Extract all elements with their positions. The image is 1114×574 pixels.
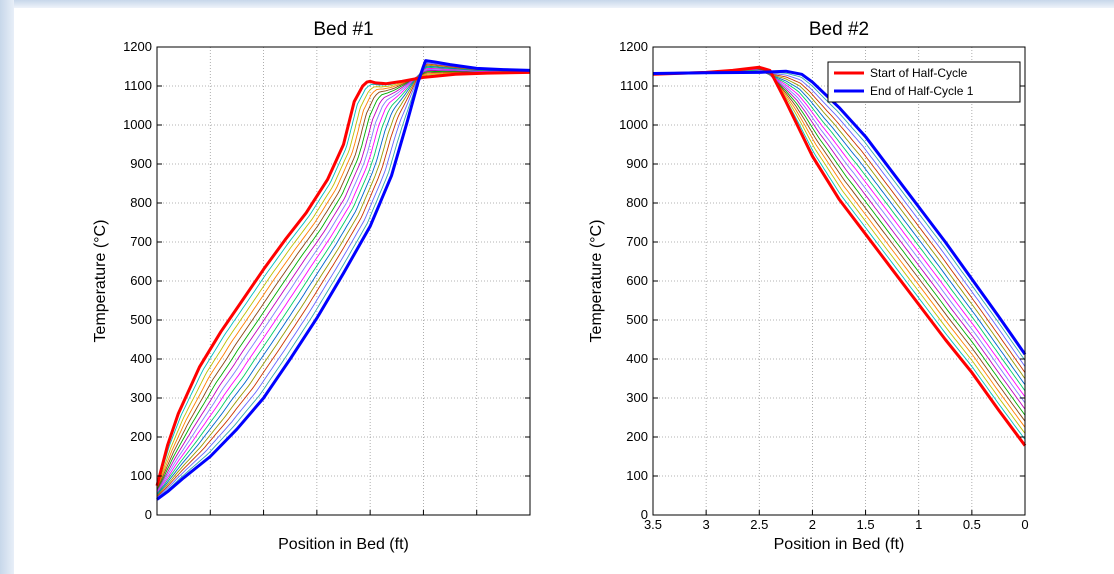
y-tick-label: 0 [145, 507, 152, 522]
series-line-intermediate [156, 70, 530, 491]
y-tick-label: 200 [626, 429, 648, 444]
y-tick-label: 200 [130, 429, 152, 444]
x-axis-label: Position in Bed (ft) [278, 536, 409, 553]
chart-title: Bed #1 [313, 19, 373, 40]
x-tick-label: 0 [1021, 517, 1028, 532]
y-tick-label: 1000 [619, 117, 648, 132]
y-tick-label: 1100 [620, 78, 648, 93]
x-tick-label: 0.5 [963, 517, 981, 532]
series-line-intermediate [156, 71, 530, 489]
y-tick-label: 500 [626, 312, 648, 327]
y-tick-label: 1100 [124, 78, 152, 93]
series-line-intermediate [156, 64, 530, 497]
y-tick-label: 400 [626, 351, 648, 366]
series-line-end [156, 59, 531, 501]
y-tick-label: 400 [130, 351, 152, 366]
x-tick-label: 1 [915, 517, 922, 532]
background-top-band [0, 0, 1114, 8]
legend-label: End of Half-Cycle 1 [870, 84, 974, 98]
series-line-end [652, 69, 1027, 356]
y-tick-label: 100 [626, 468, 648, 483]
y-tick-label: 800 [626, 195, 648, 210]
y-tick-label: 900 [130, 156, 152, 171]
series-line-intermediate [156, 70, 530, 492]
chart-title: Bed #2 [809, 19, 869, 40]
y-tick-label: 500 [130, 312, 152, 327]
x-tick-label: 2.5 [750, 517, 768, 532]
x-axis-label: Position in Bed (ft) [774, 536, 905, 553]
y-tick-label: 900 [626, 156, 648, 171]
y-tick-label: 1000 [123, 117, 152, 132]
y-tick-label: 1200 [619, 39, 648, 54]
series-line-start [652, 65, 1027, 447]
y-tick-label: 600 [626, 273, 648, 288]
x-tick-label: 1.5 [857, 517, 875, 532]
series-line-start [155, 70, 531, 487]
series-line-intermediate [156, 66, 531, 495]
y-tick-label: 600 [130, 273, 152, 288]
y-tick-label: 700 [130, 234, 152, 249]
chart-bed-1: 0 100 200 300 400 500 600 700 800 900 1000 1100 1200… [92, 19, 531, 553]
series-line-intermediate [156, 67, 530, 494]
y-tick-label: 0 [641, 507, 648, 522]
series-line-intermediate [156, 65, 530, 496]
series-line-intermediate [156, 62, 531, 498]
legend-label: Start of Half-Cycle [870, 66, 968, 80]
y-tick-label: 800 [130, 195, 152, 210]
series-line-intermediate [156, 69, 530, 493]
series-line-intermediate [156, 71, 531, 490]
chart-bed-2: 0100200300400500600700800900100011001200… [588, 19, 1029, 553]
series-line-intermediate [156, 71, 530, 488]
x-tick-label: 2 [809, 517, 816, 532]
y-tick-label: 300 [626, 390, 648, 405]
y-tick-label: 300 [130, 390, 152, 405]
x-tick-label: 3 [703, 517, 710, 532]
y-tick-label: 700 [626, 234, 648, 249]
legend: Start of Half-Cycle End of Half-Cycle 1 [827, 61, 1021, 103]
background-left-band [0, 0, 14, 574]
y-tick-label: 1200 [123, 39, 152, 54]
y-axis-label: Temperature (°C) [588, 220, 605, 343]
y-tick-label: 100 [130, 468, 152, 483]
series-line-intermediate [156, 63, 531, 498]
x-tick-label: 3.5 [644, 517, 662, 532]
y-axis-label: Temperature (°C) [92, 220, 109, 343]
